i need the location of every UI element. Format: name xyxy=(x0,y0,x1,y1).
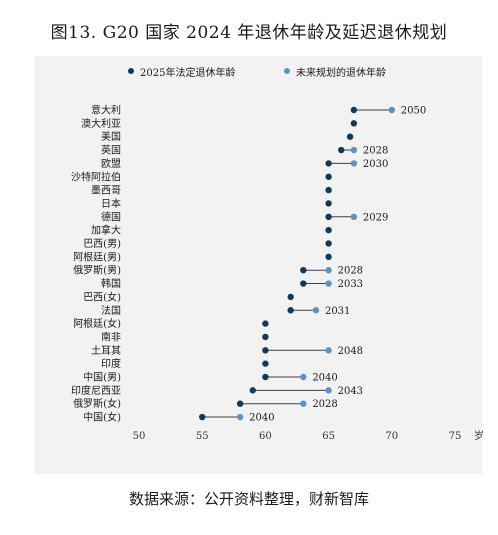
current-age-point xyxy=(325,200,332,207)
category-label: 意大利 xyxy=(91,104,121,117)
planned-age-point xyxy=(325,387,332,394)
planned-year-label: 2028 xyxy=(363,146,388,157)
planned-year-label: 2040 xyxy=(249,413,274,424)
source-note: 数据来源：公开资料整理，财新智库 xyxy=(128,490,369,508)
current-age-point xyxy=(262,347,269,354)
planned-age-point xyxy=(325,347,332,354)
current-age-point xyxy=(325,173,332,180)
planned-age-point xyxy=(236,413,244,421)
planned-age-point xyxy=(300,400,307,407)
current-age-point xyxy=(199,413,206,421)
category-label: 法国 xyxy=(101,304,121,317)
current-age-point xyxy=(325,253,332,261)
current-age-point xyxy=(287,293,294,301)
current-age-point xyxy=(350,120,358,127)
planned-age-point xyxy=(312,307,320,314)
category-label: 美国 xyxy=(101,130,121,143)
chart-title: 图13. G20 国家 2024 年退休年龄及延迟退休规划 xyxy=(50,23,448,43)
x-tick-label: 50 xyxy=(133,431,146,442)
current-age-point xyxy=(262,373,269,381)
current-age-point xyxy=(325,186,332,194)
category-label: 俄罗斯(男) xyxy=(73,264,121,277)
current-age-point xyxy=(249,387,256,394)
planned-year-label: 2028 xyxy=(312,399,337,410)
legend-marker-current xyxy=(128,68,134,74)
current-age-point xyxy=(325,213,332,220)
current-age-point xyxy=(287,307,294,314)
current-age-point xyxy=(325,160,332,167)
current-age-point xyxy=(325,240,332,247)
planned-year-label: 2043 xyxy=(338,386,363,397)
category-label: 德国 xyxy=(101,210,121,223)
legend-label-planned: 未来规划的退休年龄 xyxy=(296,67,386,79)
x-tick-label: 75 xyxy=(449,431,462,442)
current-age-point xyxy=(346,133,354,140)
category-label: 澳大利亚 xyxy=(81,117,121,130)
category-label: 印度尼西亚 xyxy=(71,384,121,397)
planned-year-label: 2030 xyxy=(363,159,388,170)
planned-age-point xyxy=(325,280,332,287)
legend-item-planned: 未来规划的退休年龄 xyxy=(284,62,386,80)
current-age-point xyxy=(338,146,345,154)
x-tick-label: 60 xyxy=(259,431,272,442)
category-label: 欧盟 xyxy=(101,158,121,170)
x-tick-label: 70 xyxy=(385,431,398,442)
planned-year-label: 2028 xyxy=(338,266,363,277)
planned-year-label: 2029 xyxy=(363,212,388,223)
planned-age-point xyxy=(325,267,332,274)
category-label: 墨西哥 xyxy=(91,185,121,197)
planned-year-label: 2033 xyxy=(338,279,363,290)
current-age-point xyxy=(262,360,269,367)
current-age-point xyxy=(262,320,269,327)
current-age-point xyxy=(300,267,307,274)
x-axis-unit: 岁 xyxy=(474,429,484,442)
category-label: 沙特阿拉伯 xyxy=(71,170,121,183)
category-label: 巴西(男) xyxy=(83,238,121,250)
chart-panel xyxy=(34,56,482,474)
category-label: 中国(女) xyxy=(83,411,121,424)
planned-age-point xyxy=(350,213,358,220)
current-age-point xyxy=(300,280,307,287)
category-label: 巴西(女) xyxy=(83,290,121,303)
category-label: 阿根廷(女) xyxy=(73,317,121,330)
category-label: 韩国 xyxy=(101,277,121,290)
x-tick-label: 55 xyxy=(196,431,209,442)
legend-item-current: 2025年法定退休年龄 xyxy=(128,62,235,80)
legend-marker-planned xyxy=(284,68,290,74)
planned-year-label: 2031 xyxy=(325,306,350,317)
planned-age-point xyxy=(300,373,307,381)
planned-age-point xyxy=(350,160,358,167)
planned-year-label: 2048 xyxy=(338,346,363,357)
category-label: 土耳其 xyxy=(91,344,121,357)
category-label: 印度 xyxy=(101,357,121,370)
planned-age-point xyxy=(388,106,395,114)
current-age-point xyxy=(325,226,332,234)
planned-year-label: 2050 xyxy=(401,106,426,117)
category-label: 英国 xyxy=(101,144,121,157)
category-label: 日本 xyxy=(101,197,121,210)
category-label: 南非 xyxy=(101,330,121,343)
current-age-point xyxy=(350,106,358,114)
category-label: 阿根廷(男) xyxy=(73,250,121,263)
x-tick-label: 65 xyxy=(322,431,335,442)
current-age-point xyxy=(262,333,269,341)
legend-label-current: 2025年法定退休年龄 xyxy=(140,67,236,79)
planned-year-label: 2040 xyxy=(312,373,337,384)
current-age-point xyxy=(236,400,244,407)
planned-age-point xyxy=(350,146,358,154)
category-label: 加拿大 xyxy=(91,224,121,237)
category-label: 俄罗斯(女) xyxy=(73,397,121,410)
category-label: 中国(男) xyxy=(83,371,121,384)
